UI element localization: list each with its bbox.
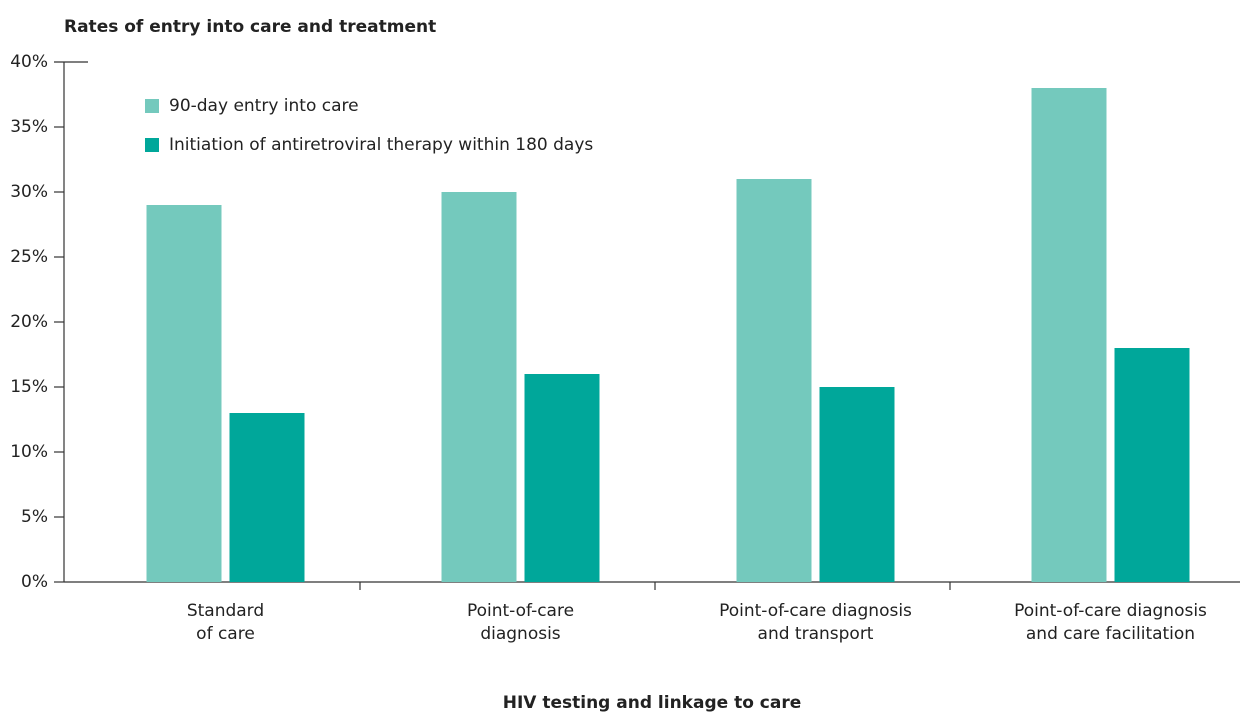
y-tick-label: 35%: [10, 117, 48, 137]
y-tick-label: 40%: [10, 52, 48, 72]
y-tick-label: 30%: [10, 182, 48, 202]
bar: [146, 205, 222, 582]
chart-title: Rates of entry into care and treatment: [64, 17, 436, 37]
bar: [229, 413, 305, 582]
y-tick-label: 5%: [21, 507, 48, 527]
bar: [1031, 88, 1107, 582]
x-axis-title: HIV testing and linkage to care: [503, 693, 802, 713]
legend-swatch: [145, 99, 159, 113]
legend-swatch: [145, 138, 159, 152]
y-tick-label: 20%: [10, 312, 48, 332]
x-tick-label: Point-of-care diagnosis: [719, 601, 912, 621]
x-tick-label: Standard: [187, 601, 264, 621]
y-tick-label: 15%: [10, 377, 48, 397]
legend-label: 90-day entry into care: [169, 96, 359, 116]
bar: [441, 192, 517, 582]
y-tick-label: 0%: [21, 572, 48, 592]
legend-label: Initiation of antiretroviral therapy wit…: [169, 135, 593, 155]
bar: [1114, 348, 1190, 582]
x-tick-label: and transport: [758, 624, 874, 644]
x-tick-label: Point-of-care diagnosis: [1014, 601, 1207, 621]
x-tick-label: and care facilitation: [1026, 624, 1195, 644]
bar: [736, 179, 812, 582]
y-tick-label: 10%: [10, 442, 48, 462]
x-tick-label: diagnosis: [480, 624, 560, 644]
x-tick-label: of care: [196, 624, 255, 644]
y-tick-label: 25%: [10, 247, 48, 267]
bar: [819, 387, 895, 582]
x-tick-label: Point-of-care: [467, 601, 574, 621]
bar: [524, 374, 600, 582]
